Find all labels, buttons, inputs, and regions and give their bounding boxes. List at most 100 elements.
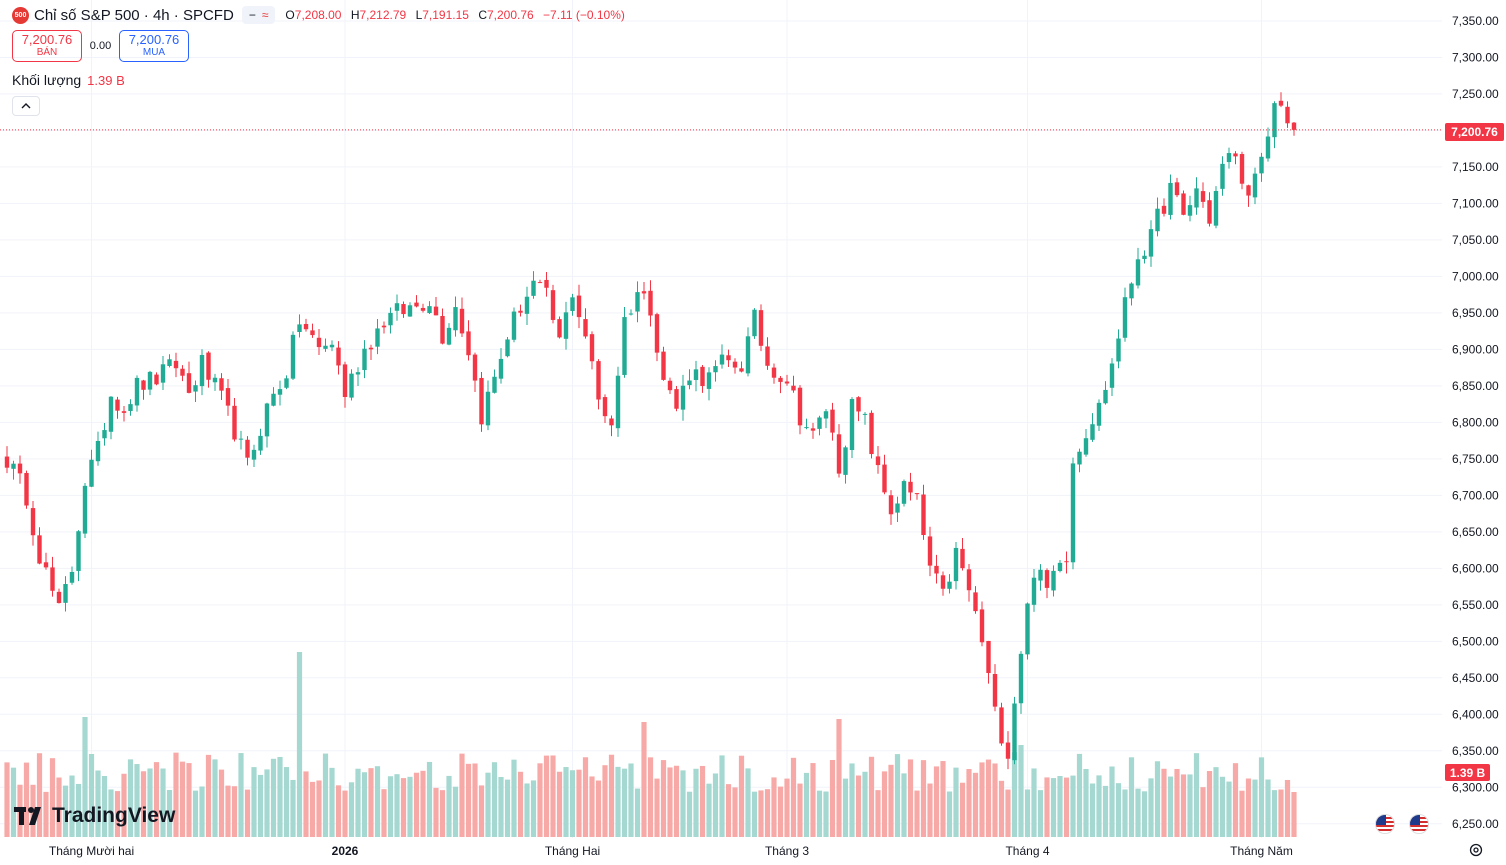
candle-body [1051,570,1056,591]
us-flag-icon[interactable] [1375,814,1395,834]
volume-bar [901,773,907,837]
candle-body [193,385,198,392]
volume-bar [790,757,797,837]
low-value: 7,191.15 [422,8,469,22]
candle-body [245,439,250,458]
sp500-symbol-icon: 500 [12,6,29,24]
symbol-title[interactable]: Chỉ số S&P 500 · 4h · SPCFD [34,6,234,24]
candle-body [1064,561,1069,563]
candle-body [706,372,712,389]
volume-bar [1148,778,1154,837]
candle-body [440,315,445,344]
candle-body [1272,103,1277,138]
volume-bar [719,755,725,837]
candle-body [160,364,166,383]
candle-body [95,440,101,462]
volume-bar [147,768,153,837]
candle-body [232,405,237,440]
volume-bar [303,771,309,837]
candle-body [310,330,315,336]
price-tick-label: 6,450.00 [1452,671,1499,685]
volume-bar [524,783,530,837]
volume-bar [121,773,127,837]
candle-body [589,334,595,362]
candle-body [1005,742,1011,759]
sell-button[interactable]: 7,200.76 BÁN [12,30,82,62]
volume-bar [108,789,114,837]
candle-body [570,297,575,311]
candle-body [154,374,159,385]
candle-body [1025,603,1030,655]
ohlc-values: O7,208.00 H7,212.79 L7,191.15 C7,200.76 … [285,8,625,22]
volume-bar [309,781,316,837]
volume-bar [1096,775,1102,837]
candle-body [30,508,36,536]
volume-bar [680,770,686,837]
volume-bar [368,768,374,837]
tradingview-logo[interactable]: TradingView [14,804,175,828]
volume-legend[interactable]: Khối lượng 1.39 B [12,72,125,88]
candle-body [37,535,42,564]
volume-bar [166,790,173,837]
sell-price: 7,200.76 [21,32,73,47]
volume-bar [576,769,582,837]
candle-body [238,438,244,440]
compare-button[interactable]: ≈ [261,8,269,22]
collapse-legend-button[interactable] [12,96,40,116]
candle-body [1148,229,1154,257]
candle-body [1070,463,1076,563]
volume-bar [1063,777,1070,837]
volume-bar [1024,789,1031,837]
candle-body [745,336,751,374]
volume-bar [244,789,251,837]
volume-bar [537,763,543,837]
candle-body [680,385,686,410]
candle-body [758,310,764,346]
volume-bar [1206,771,1213,837]
price-tick-label: 7,100.00 [1452,196,1499,210]
candle-body [375,328,380,347]
price-tick-label: 7,050.00 [1452,233,1499,247]
candle-body [511,311,517,340]
sell-label: BÁN [36,47,58,58]
volume-bar [894,754,901,837]
candle-body [1252,173,1258,198]
volume-bar [1284,779,1291,837]
volume-bar [1232,763,1239,837]
gear-icon[interactable] [1468,842,1484,858]
volume-bar [855,775,862,837]
volume-bar [1031,768,1037,837]
candle-body [953,547,959,582]
chevron-up-icon [21,103,31,109]
candle-body [537,282,543,284]
candle-body [50,567,55,591]
candle-body [362,348,367,371]
volume-bar [966,769,972,837]
price-tick-label: 6,350.00 [1452,744,1499,758]
volume-bar [777,786,784,837]
candle-body [342,364,348,397]
candle-body [1278,100,1284,106]
volume-bar [660,760,667,837]
candle-body [1285,106,1290,124]
volume-bar [335,785,342,837]
volume-bar [69,775,75,837]
tradingview-logo-icon [14,807,46,825]
volume-bar [1089,783,1096,837]
candle-body [563,312,569,339]
candle-body [791,385,796,391]
candle-body [1103,389,1108,404]
candle-body [1142,255,1147,259]
volume-bar [1141,791,1148,837]
candle-body [765,346,770,366]
candle-body [667,380,673,391]
us-flag-icon[interactable] [1409,814,1429,834]
volume-bar [342,790,348,837]
volume-bar [732,787,738,837]
price-tick-label: 6,500.00 [1452,634,1499,648]
buy-button[interactable]: 7,200.76 MUA [119,30,189,62]
price-tick-label: 6,600.00 [1452,561,1499,575]
candle-body [947,581,952,589]
minimize-button[interactable]: − [248,8,256,22]
